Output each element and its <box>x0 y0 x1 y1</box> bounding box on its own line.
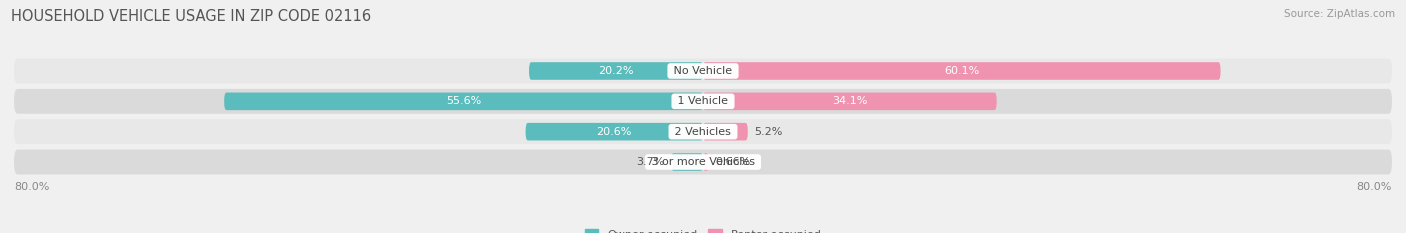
Text: 55.6%: 55.6% <box>446 96 481 106</box>
FancyBboxPatch shape <box>224 93 703 110</box>
FancyBboxPatch shape <box>526 123 703 140</box>
Legend: Owner-occupied, Renter-occupied: Owner-occupied, Renter-occupied <box>581 225 825 233</box>
Text: 1 Vehicle: 1 Vehicle <box>675 96 731 106</box>
FancyBboxPatch shape <box>703 123 748 140</box>
Text: 3 or more Vehicles: 3 or more Vehicles <box>648 157 758 167</box>
Text: HOUSEHOLD VEHICLE USAGE IN ZIP CODE 02116: HOUSEHOLD VEHICLE USAGE IN ZIP CODE 0211… <box>11 9 371 24</box>
FancyBboxPatch shape <box>671 153 703 171</box>
Text: 80.0%: 80.0% <box>14 182 49 192</box>
Text: 20.6%: 20.6% <box>596 127 631 137</box>
Text: Source: ZipAtlas.com: Source: ZipAtlas.com <box>1284 9 1395 19</box>
Text: 34.1%: 34.1% <box>832 96 868 106</box>
FancyBboxPatch shape <box>14 58 1392 83</box>
Text: 80.0%: 80.0% <box>1357 182 1392 192</box>
Text: No Vehicle: No Vehicle <box>671 66 735 76</box>
Text: 20.2%: 20.2% <box>599 66 634 76</box>
Text: 2 Vehicles: 2 Vehicles <box>671 127 735 137</box>
FancyBboxPatch shape <box>703 62 1220 80</box>
FancyBboxPatch shape <box>529 62 703 80</box>
FancyBboxPatch shape <box>14 89 1392 114</box>
FancyBboxPatch shape <box>14 150 1392 175</box>
Text: 60.1%: 60.1% <box>945 66 980 76</box>
Text: 5.2%: 5.2% <box>755 127 783 137</box>
Text: 3.7%: 3.7% <box>636 157 664 167</box>
FancyBboxPatch shape <box>703 153 709 171</box>
FancyBboxPatch shape <box>14 119 1392 144</box>
FancyBboxPatch shape <box>703 93 997 110</box>
Text: 0.66%: 0.66% <box>716 157 751 167</box>
